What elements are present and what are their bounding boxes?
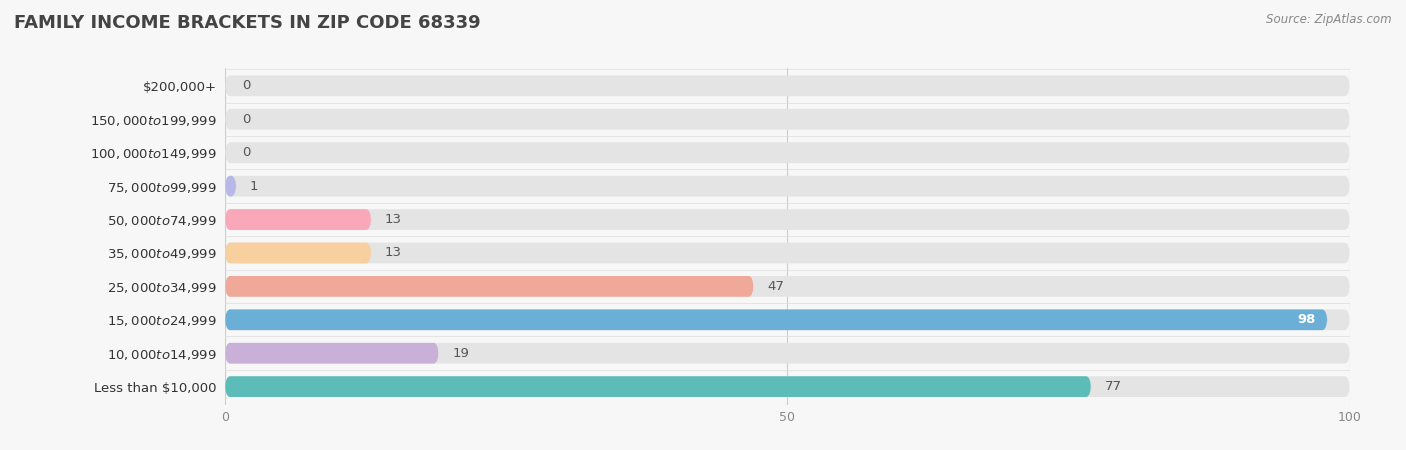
FancyBboxPatch shape <box>225 376 1091 397</box>
FancyBboxPatch shape <box>225 376 1350 397</box>
FancyBboxPatch shape <box>225 176 1350 197</box>
Text: 47: 47 <box>768 280 785 293</box>
Text: Source: ZipAtlas.com: Source: ZipAtlas.com <box>1267 14 1392 27</box>
Text: 13: 13 <box>385 247 402 260</box>
FancyBboxPatch shape <box>225 343 439 364</box>
FancyBboxPatch shape <box>225 310 1327 330</box>
FancyBboxPatch shape <box>225 209 1350 230</box>
FancyBboxPatch shape <box>225 276 754 297</box>
Text: 19: 19 <box>453 346 470 360</box>
FancyBboxPatch shape <box>225 109 1350 130</box>
FancyBboxPatch shape <box>225 243 371 263</box>
Text: FAMILY INCOME BRACKETS IN ZIP CODE 68339: FAMILY INCOME BRACKETS IN ZIP CODE 68339 <box>14 14 481 32</box>
FancyBboxPatch shape <box>225 142 1350 163</box>
FancyBboxPatch shape <box>225 76 1350 96</box>
Text: 0: 0 <box>242 146 250 159</box>
Text: 13: 13 <box>385 213 402 226</box>
FancyBboxPatch shape <box>225 276 1350 297</box>
Text: 77: 77 <box>1105 380 1122 393</box>
FancyBboxPatch shape <box>225 310 1350 330</box>
FancyBboxPatch shape <box>225 243 1350 263</box>
FancyBboxPatch shape <box>225 176 236 197</box>
Text: 1: 1 <box>250 180 259 193</box>
FancyBboxPatch shape <box>225 209 371 230</box>
Text: 98: 98 <box>1298 313 1316 326</box>
FancyBboxPatch shape <box>225 343 1350 364</box>
Text: 0: 0 <box>242 79 250 92</box>
Text: 0: 0 <box>242 113 250 126</box>
